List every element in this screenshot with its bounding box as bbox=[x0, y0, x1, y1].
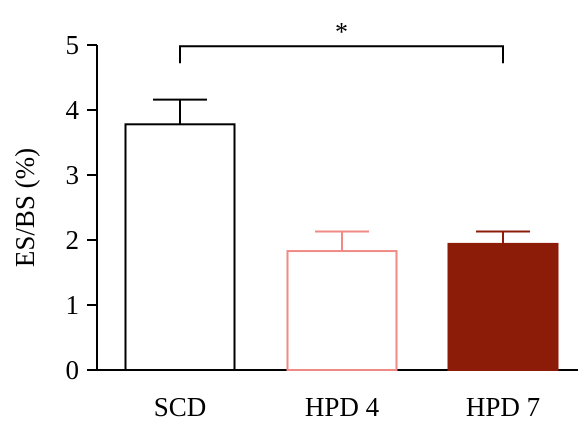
y-axis-title: ES/BS (%) bbox=[10, 148, 40, 267]
y-tick-label: 1 bbox=[66, 290, 80, 320]
category-label: SCD bbox=[154, 392, 207, 422]
y-tick-label: 2 bbox=[66, 225, 80, 255]
bar bbox=[447, 242, 559, 371]
bar bbox=[124, 123, 236, 371]
significance-label: * bbox=[335, 17, 348, 46]
y-tick-label: 0 bbox=[66, 355, 80, 385]
category-labels: SCD HPD 4 HPD 7 bbox=[154, 392, 540, 422]
bars-group bbox=[124, 98, 559, 371]
significance-bracket bbox=[179, 45, 504, 64]
category-label: HPD 7 bbox=[466, 392, 540, 422]
category-label: HPD 4 bbox=[305, 392, 380, 422]
bar bbox=[286, 250, 398, 371]
y-axis: 0 1 2 3 4 5 bbox=[66, 30, 98, 385]
y-tick-label: 5 bbox=[66, 30, 80, 60]
y-tick-label: 4 bbox=[66, 95, 80, 125]
y-tick-label: 3 bbox=[66, 160, 80, 190]
significance-annotations: * bbox=[179, 17, 504, 64]
